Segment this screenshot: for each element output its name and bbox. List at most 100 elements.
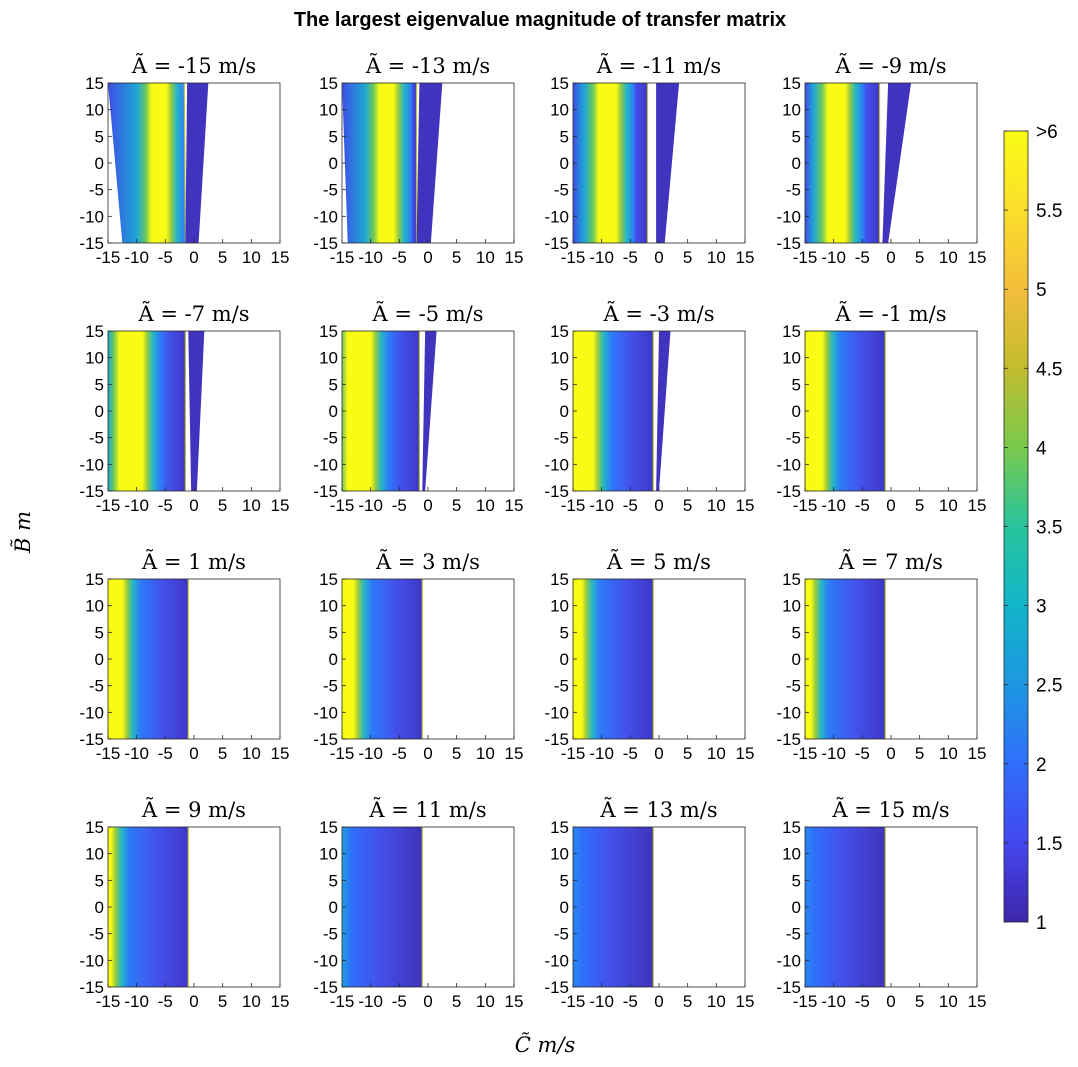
y-tick-label: 0 — [95, 650, 104, 669]
heatmap-region — [573, 579, 654, 739]
subplot-title: Ã = 15 m/s — [831, 798, 949, 822]
y-tick-label: 10 — [319, 101, 338, 120]
y-tick-label: -15 — [313, 978, 338, 997]
y-tick-label: 5 — [792, 127, 801, 146]
x-tick-label: 5 — [683, 248, 692, 267]
colorbar-tick-label: 3 — [1036, 597, 1047, 618]
y-tick-label: 15 — [319, 322, 338, 341]
y-tick-label: 10 — [85, 845, 104, 864]
y-tick-label: -15 — [544, 482, 569, 501]
x-tick-label: -10 — [124, 496, 149, 515]
subplot-title: Ã = 11 m/s — [368, 798, 486, 822]
y-tick-label: -5 — [554, 181, 569, 200]
x-tick-label: 0 — [654, 248, 663, 267]
x-tick-label: 15 — [505, 744, 524, 763]
heatmap-region — [573, 83, 648, 243]
y-tick-label: -5 — [323, 677, 338, 696]
x-tick-label: -5 — [392, 992, 407, 1011]
y-tick-label: -5 — [89, 429, 104, 448]
x-tick-label: 10 — [476, 496, 495, 515]
x-tick-label: 15 — [505, 496, 524, 515]
x-tick-label: -10 — [821, 992, 846, 1011]
y-tick-label: 0 — [95, 402, 104, 421]
colorbar-tick-label: 4 — [1036, 438, 1047, 459]
x-tick-label: 0 — [189, 248, 198, 267]
y-tick-label: -10 — [313, 951, 338, 970]
colorbar-tick-label: >6 — [1036, 122, 1058, 143]
y-tick-label: 10 — [550, 101, 569, 120]
x-tick-label: 15 — [968, 496, 987, 515]
x-tick-label: -10 — [358, 992, 383, 1011]
y-tick-label: 5 — [329, 871, 338, 890]
x-tick-label: -10 — [589, 496, 614, 515]
y-tick-label: 5 — [329, 127, 338, 146]
x-tick-label: 15 — [968, 248, 987, 267]
x-tick-label: 15 — [505, 248, 524, 267]
y-tick-label: 15 — [782, 570, 801, 589]
heatmap-region — [342, 331, 420, 491]
y-tick-label: 10 — [782, 845, 801, 864]
x-tick-label: 0 — [654, 744, 663, 763]
x-tick-label: -5 — [392, 248, 407, 267]
y-tick-label: 5 — [560, 375, 569, 394]
y-tick-label: 5 — [792, 623, 801, 642]
x-tick-label: 15 — [271, 496, 290, 515]
x-tick-label: -10 — [821, 744, 846, 763]
x-tick-label: 10 — [242, 744, 261, 763]
subplot-title: Ã = 7 m/s — [838, 550, 943, 574]
x-tick-label: -10 — [358, 744, 383, 763]
x-tick-label: -5 — [855, 496, 870, 515]
x-tick-label: 0 — [654, 496, 663, 515]
y-tick-label: -15 — [79, 730, 104, 749]
subplot-title: Ã = -3 m/s — [602, 302, 714, 326]
x-tick-label: -5 — [623, 496, 638, 515]
x-tick-label: 15 — [271, 992, 290, 1011]
x-tick-label: 10 — [707, 744, 726, 763]
subplot-title: Ã = -1 m/s — [834, 302, 946, 326]
x-tick-label: 5 — [683, 992, 692, 1011]
x-tick-label: 15 — [968, 744, 987, 763]
y-tick-label: 15 — [550, 818, 569, 837]
x-tick-label: -5 — [392, 744, 407, 763]
x-tick-label: -10 — [124, 992, 149, 1011]
x-tick-label: 5 — [915, 992, 924, 1011]
x-tick-label: -10 — [821, 248, 846, 267]
y-tick-label: -15 — [776, 482, 801, 501]
y-tick-label: 0 — [792, 402, 801, 421]
heatmap-region — [108, 579, 189, 739]
x-tick-label: 5 — [452, 744, 461, 763]
y-tick-label: 0 — [329, 154, 338, 173]
colorbar-tick-label: 2 — [1036, 755, 1047, 776]
x-tick-label: 15 — [271, 744, 290, 763]
y-tick-label: 15 — [85, 322, 104, 341]
x-tick-label: -10 — [589, 744, 614, 763]
y-tick-label: 5 — [560, 127, 569, 146]
x-tick-label: 0 — [423, 992, 432, 1011]
y-tick-label: 10 — [319, 349, 338, 368]
y-tick-label: 5 — [95, 623, 104, 642]
y-tick-label: 5 — [560, 623, 569, 642]
colorbar-tick-label: 2.5 — [1036, 676, 1062, 697]
y-tick-label: -5 — [786, 181, 801, 200]
x-tick-label: -10 — [589, 248, 614, 267]
y-tick-label: -5 — [323, 429, 338, 448]
x-tick-label: -15 — [330, 992, 355, 1011]
y-tick-label: -10 — [776, 951, 801, 970]
heatmap-region — [805, 579, 886, 739]
y-tick-label: 10 — [782, 349, 801, 368]
subplot-title: Ã = 3 m/s — [375, 550, 480, 574]
subplot-title: Ã = 5 m/s — [606, 550, 711, 574]
x-tick-label: 5 — [452, 992, 461, 1011]
y-tick-label: -15 — [544, 978, 569, 997]
x-tick-label: -5 — [392, 496, 407, 515]
x-tick-label: -10 — [124, 248, 149, 267]
x-tick-label: -5 — [855, 248, 870, 267]
y-tick-label: 10 — [782, 101, 801, 120]
x-tick-label: 5 — [683, 496, 692, 515]
x-tick-label: 0 — [189, 496, 198, 515]
